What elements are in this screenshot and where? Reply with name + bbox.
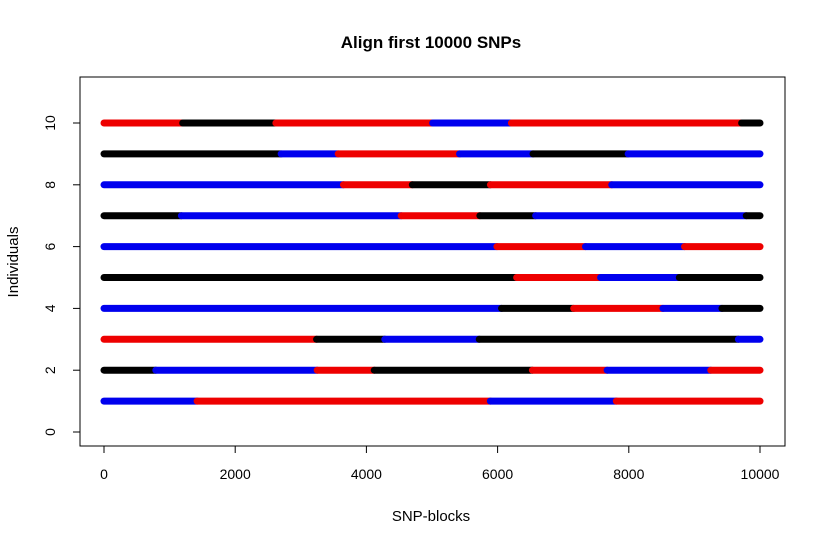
chart-title: Align first 10000 SNPs [341,33,521,52]
y-tick-label: 4 [42,304,58,312]
x-tick-label: 4000 [351,466,382,482]
y-tick-label: 6 [42,242,58,250]
x-axis: 0 2000 4000 6000 8000 10000 [100,445,780,482]
y-axis: 0 2 4 6 8 10 [42,115,81,436]
x-axis-title: SNP-blocks [392,508,470,525]
x-tick-label: 6000 [482,466,513,482]
y-tick-label: 8 [42,181,58,189]
plot-frame [79,76,786,447]
series-layer [100,119,764,405]
x-tick-label: 8000 [613,466,644,482]
y-axis-title: Individuals [5,227,22,298]
y-tick-label: 2 [42,366,58,374]
x-tick-label: 2000 [220,466,251,482]
y-tick-label: 0 [42,428,58,436]
x-tick-label: 0 [100,466,108,482]
x-tick-label: 10000 [741,466,780,482]
y-tick-label: 10 [42,115,58,131]
